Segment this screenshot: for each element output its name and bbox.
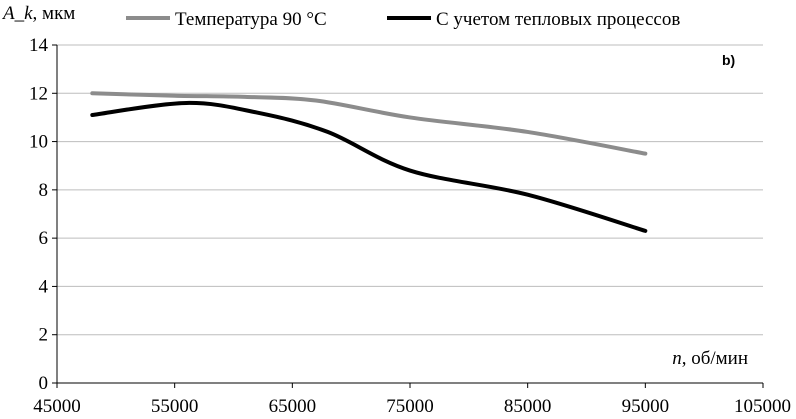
series-line-0 [90,91,648,156]
y-axis-label-unit: , мкм [33,3,76,24]
series-lines [90,91,648,233]
y-tick-label: 6 [39,228,49,249]
legend-label-0: Температура 90 °C [175,9,327,30]
x-axis-label: n, об/мин [672,348,748,369]
grid-lines [57,44,763,336]
y-tick-label: 10 [29,132,48,153]
y-tick-label: 8 [39,180,49,201]
y-tick-label: 0 [39,373,49,394]
x-axis-label-var: n [672,348,682,369]
x-tick-label: 45000 [33,396,81,417]
y-tick-label: 4 [39,276,49,297]
x-tick-label: 105000 [734,396,791,417]
x-tick-labels: 45000 55000 65000 75000 85000 95000 105000 [33,396,791,417]
x-tick-label: 95000 [622,396,670,417]
y-tick-labels: 0 2 4 6 8 10 12 14 [29,35,49,394]
x-tick-label: 75000 [386,396,434,417]
y-tick-label: 2 [39,325,49,346]
x-tick-label: 55000 [151,396,199,417]
legend-label-1: С учетом тепловых процессов [436,9,680,30]
y-tick-label: 12 [29,83,48,104]
y-axis-label: A_k, мкм [1,3,75,24]
y-tick-label: 14 [29,35,49,56]
axes [52,44,764,388]
y-axis-label-var: A_k [1,3,33,24]
panel-label: b) [722,52,735,68]
legend: Температура 90 °C С учетом тепловых проц… [126,9,680,30]
series-line-1 [90,100,648,233]
x-tick-label: 65000 [269,396,317,417]
x-axis-label-unit: , об/мин [682,348,748,369]
x-tick-label: 85000 [504,396,552,417]
